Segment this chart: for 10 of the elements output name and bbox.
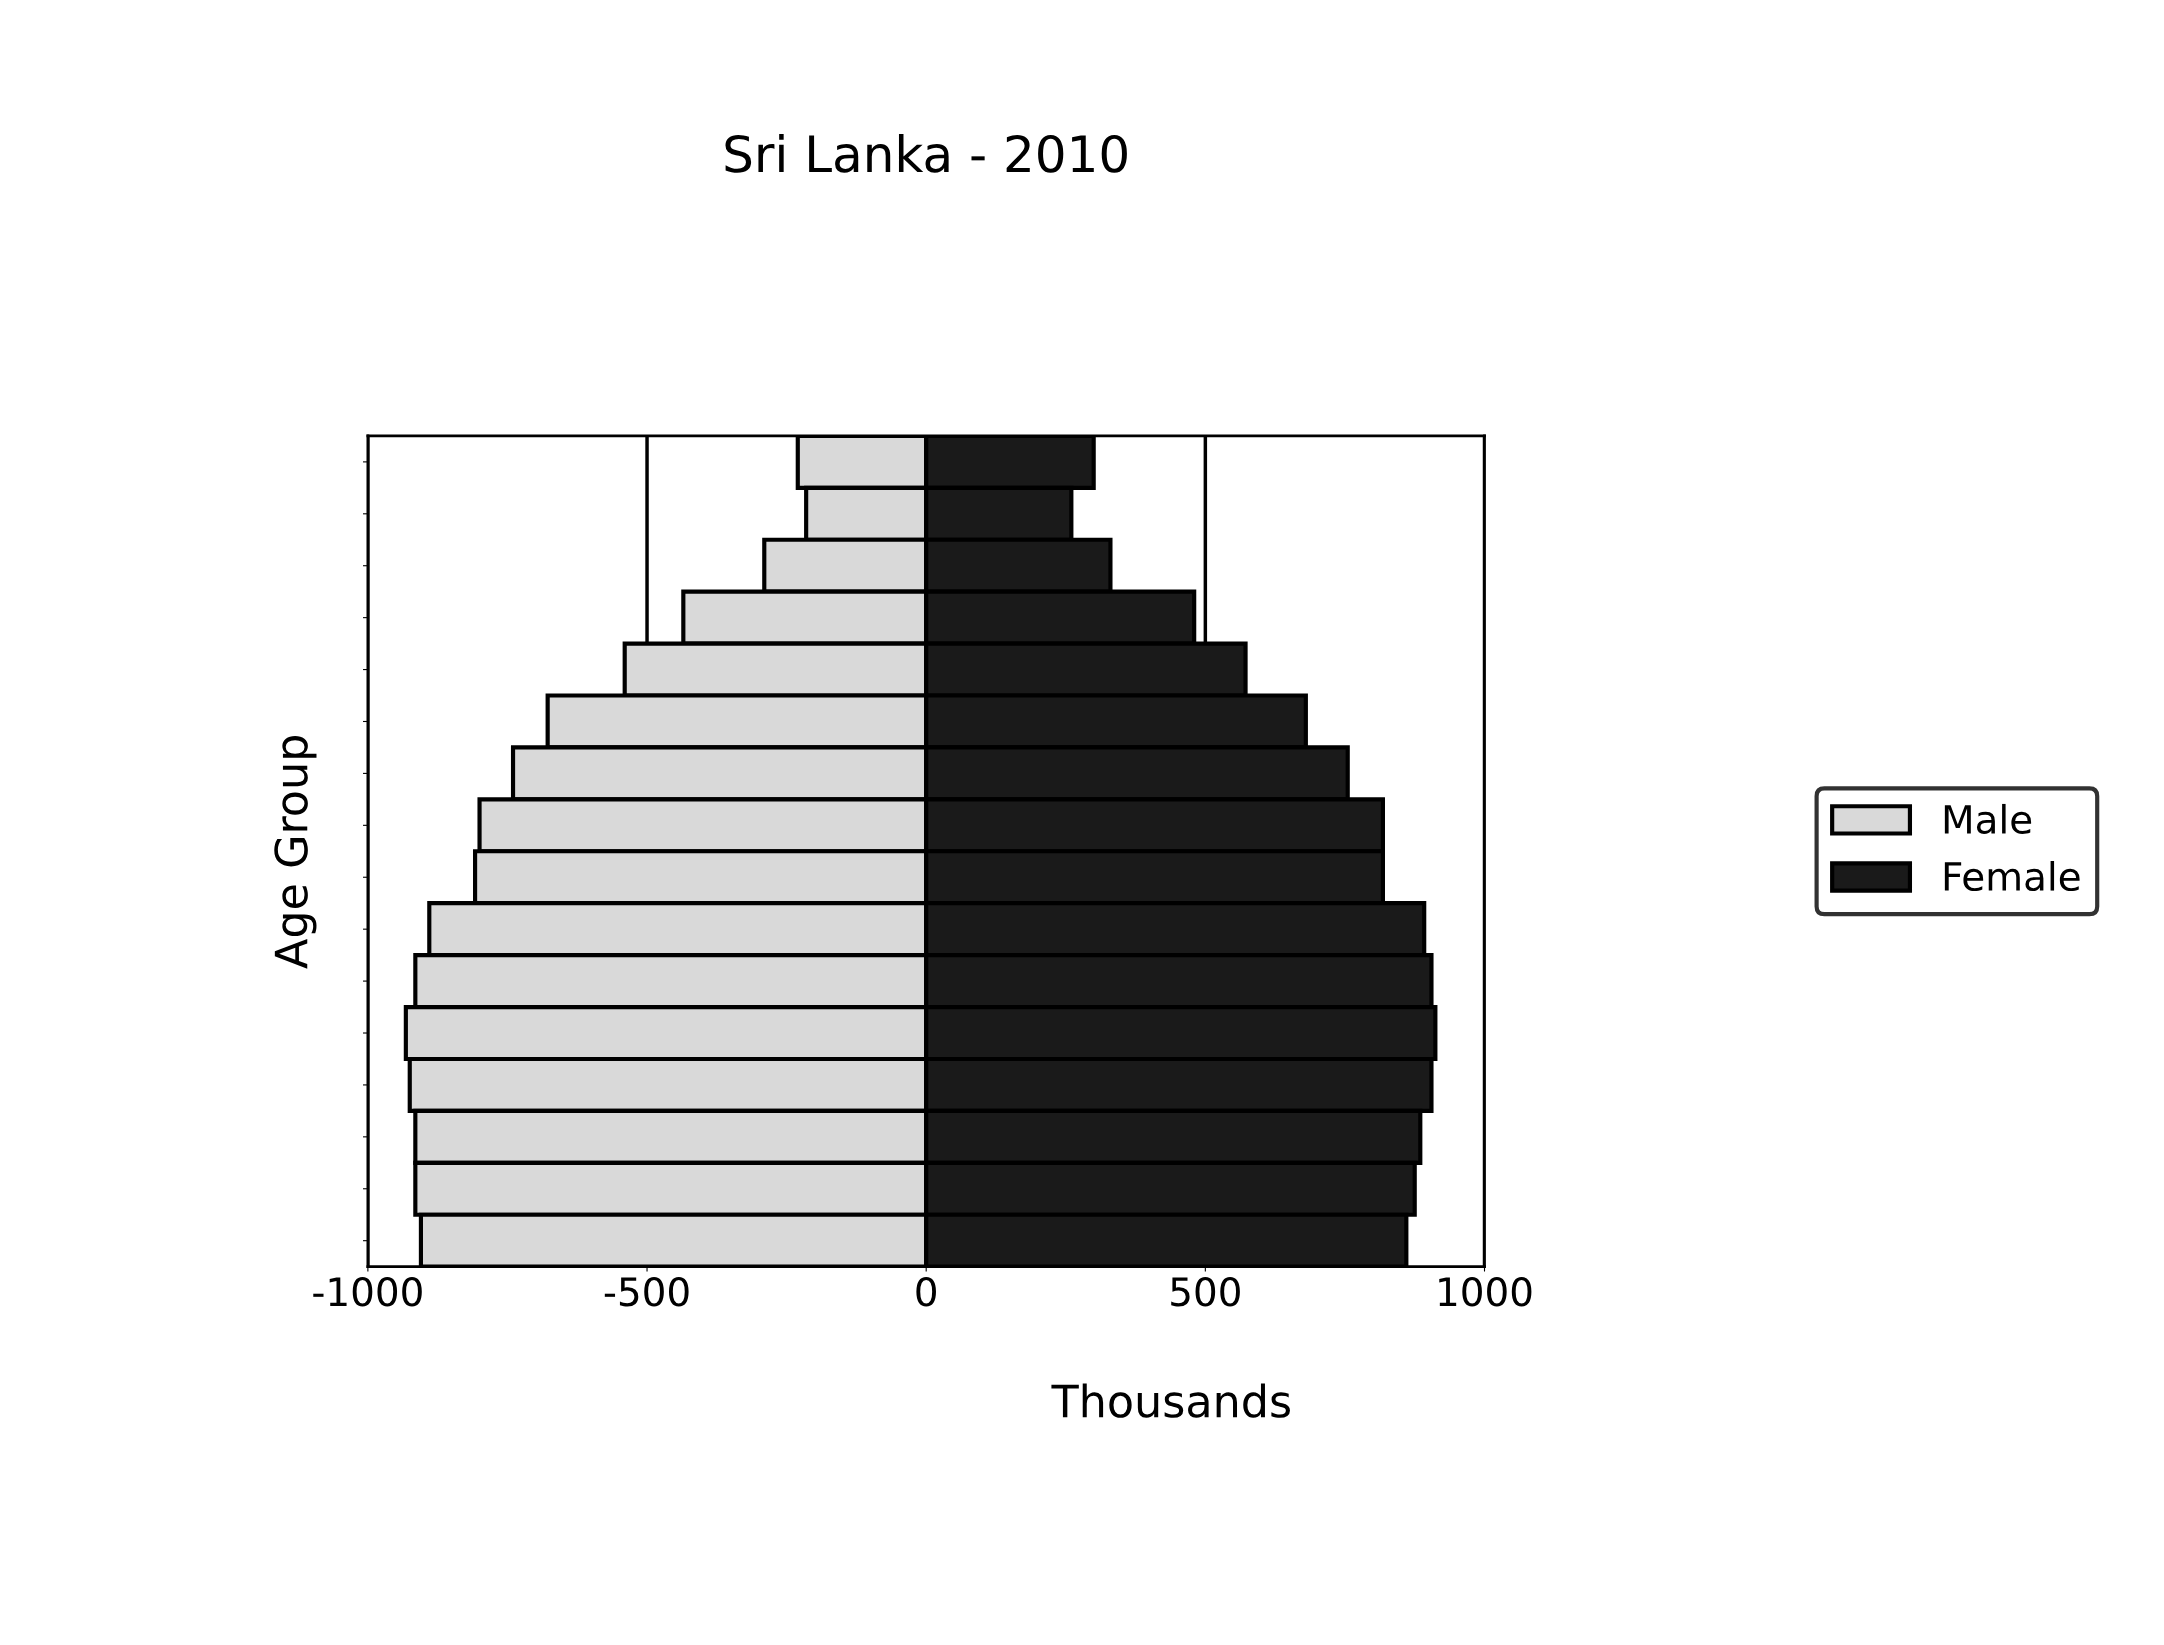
- x-axis-title: Thousands: [1051, 1383, 1290, 1418]
- x-tick-label: -500: [604, 1277, 689, 1307]
- x-tick-label: 0: [916, 1277, 936, 1307]
- legend-label: Male: [1944, 803, 2032, 835]
- x-tick-label: 1000: [1439, 1277, 1532, 1307]
- y-axis-title: Age Group: [274, 736, 317, 969]
- legend-label: Female: [1944, 861, 2080, 892]
- x-tick-label: -1000: [313, 1277, 422, 1307]
- x-tick-label: 500: [1171, 1277, 1240, 1307]
- chart-title: Sri Lanka - 2010: [725, 134, 1127, 173]
